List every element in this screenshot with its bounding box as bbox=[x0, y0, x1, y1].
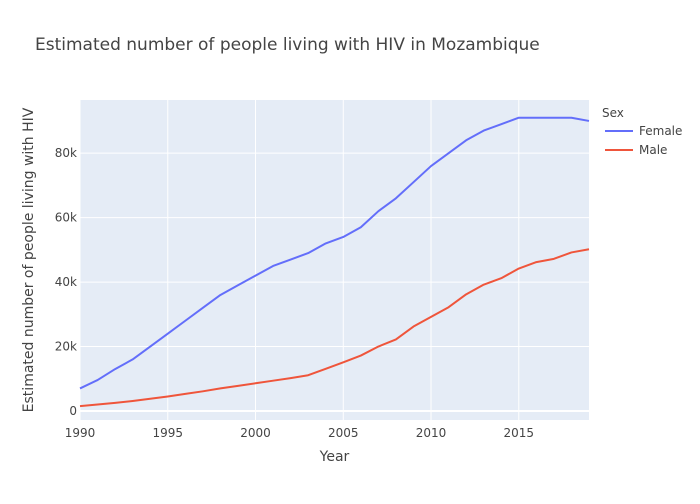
legend[interactable]: Sex Female Male bbox=[602, 106, 682, 157]
x-axis-ticks: 1990 1995 2000 2005 2010 2015 bbox=[65, 426, 534, 440]
legend-title: Sex bbox=[602, 106, 624, 120]
x-tick-label: 1995 bbox=[152, 426, 183, 440]
x-tick-label: 2005 bbox=[328, 426, 359, 440]
legend-item-male[interactable]: Male bbox=[605, 143, 667, 157]
x-tick-label: 2010 bbox=[416, 426, 447, 440]
y-axis-label: Estimated number of people living with H… bbox=[21, 107, 37, 412]
legend-item-female[interactable]: Female bbox=[605, 124, 682, 138]
x-tick-label: 2000 bbox=[240, 426, 271, 440]
y-tick-label: 60k bbox=[55, 211, 77, 225]
legend-label: Female bbox=[639, 124, 682, 138]
y-tick-label: 80k bbox=[55, 146, 77, 160]
series-lines bbox=[79, 116, 590, 408]
y-axis-ticks: 0 20k 40k 60k 80k bbox=[55, 146, 77, 418]
y-tick-label: 0 bbox=[69, 404, 77, 418]
y-tick-label: 20k bbox=[55, 340, 77, 354]
legend-label: Male bbox=[639, 143, 667, 157]
series-line-male[interactable] bbox=[79, 248, 590, 408]
gridlines bbox=[79, 100, 589, 420]
series-line-female[interactable] bbox=[79, 116, 590, 390]
x-tick-label: 1990 bbox=[65, 426, 96, 440]
y-tick-label: 40k bbox=[55, 275, 77, 289]
plot-area bbox=[80, 100, 589, 420]
chart-title: Estimated number of people living with H… bbox=[35, 35, 540, 55]
x-tick-label: 2015 bbox=[504, 426, 535, 440]
legend-items[interactable]: Female Male bbox=[605, 124, 682, 157]
x-axis-label: Year bbox=[319, 449, 350, 465]
